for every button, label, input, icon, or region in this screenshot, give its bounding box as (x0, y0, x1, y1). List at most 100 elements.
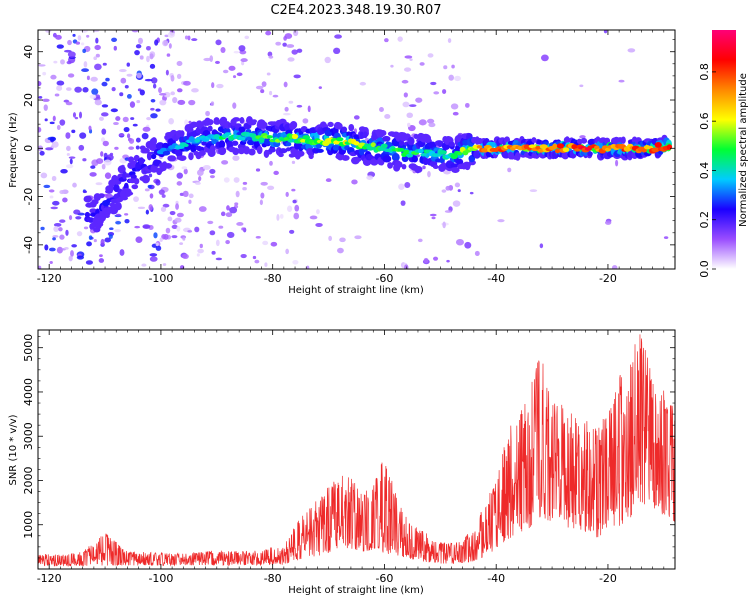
heatmap-noise-cell (85, 260, 93, 265)
heatmap-noise-cell (294, 204, 300, 212)
heatmap-noise-cell (139, 55, 144, 60)
heatmap-ridge-core (571, 144, 578, 150)
heatmap-noise-cell (334, 34, 342, 39)
heatmap-noise-cell (443, 65, 448, 70)
heatmap-noise-cell (307, 105, 311, 113)
heatmap-noise-cell (302, 118, 309, 124)
heatmap-noise-cell (119, 249, 125, 256)
heatmap-ridge-cell (237, 147, 245, 155)
heatmap-noise-cell (88, 125, 92, 131)
heatmap-noise-cell (337, 247, 344, 254)
heatmap-noise-cell (94, 44, 101, 51)
heatmap-noise-cell (48, 189, 55, 193)
heatmap-noise-cell (128, 138, 135, 144)
heatmap-noise-cell (83, 226, 89, 230)
heatmap-ridge-cell (218, 147, 226, 153)
heatmap-noise-cell (56, 246, 63, 254)
heatmap-noise-cell (162, 203, 170, 208)
heatmap-noise-cell (80, 30, 89, 33)
heatmap-noise-cell (325, 178, 332, 183)
heatmap-noise-cell (446, 259, 450, 263)
heatmap-ridge-cell (448, 141, 455, 147)
heatmap-noise-cell (159, 237, 163, 242)
heatmap-noise-cell (210, 101, 215, 106)
heatmap-noise-cell (292, 30, 299, 37)
heatmap-ridge-cell (190, 121, 198, 128)
heatmap-noise-cell (264, 262, 268, 267)
heatmap-noise-cell (134, 225, 141, 229)
heatmap-noise-cell (49, 121, 55, 125)
heatmap-noise-cell (145, 209, 149, 215)
heatmap-noise-cell (66, 145, 71, 152)
heatmap-noise-cell (45, 30, 52, 33)
heatmap-noise-cell (64, 49, 72, 53)
heatmap-noise-cell (65, 132, 71, 139)
snr-x-tick-label: -40 (487, 572, 505, 585)
heatmap-noise-cell (42, 98, 50, 102)
heatmap-noise-cell (447, 38, 452, 43)
heatmap-noise-cell (118, 133, 125, 137)
heatmap-ridge-core (481, 148, 489, 153)
heatmap-ridge-cell (332, 145, 340, 151)
heatmap-noise-cell (293, 74, 301, 79)
heatmap-ridge-core (573, 148, 581, 152)
heatmap-noise-cell (431, 216, 436, 220)
heatmap-ridge-core (556, 143, 565, 149)
heatmap-ridge-cell (564, 136, 570, 144)
heatmap-noise-cell (100, 238, 105, 246)
heatmap-noise-cell (82, 48, 87, 54)
heatmap-noise-cell (82, 87, 89, 93)
heatmap-noise-cell (220, 211, 226, 217)
heatmap-noise-cell (226, 205, 230, 211)
heatmap-ridge-cell (462, 161, 471, 169)
heatmap-ridge-cell (218, 140, 226, 149)
heatmap-noise-cell (209, 168, 216, 174)
heatmap-ridge-cell (432, 164, 439, 169)
heatmap-ridge-cell (238, 126, 246, 133)
heatmap-noise-cell (539, 243, 544, 249)
heatmap-noise-cell (259, 199, 263, 206)
colorbar-tick-label: 0.8 (698, 63, 711, 81)
heatmap-noise-cell (89, 172, 97, 177)
heatmap-noise-cell (68, 156, 76, 159)
heatmap-noise-cell (408, 104, 417, 107)
heatmap-noise-cell (268, 55, 274, 59)
heatmap-noise-cell (137, 37, 144, 45)
heatmap-ridge-core (552, 143, 558, 150)
heatmap-noise-cell (406, 112, 414, 119)
heatmap-ridge-cell (127, 156, 135, 163)
heatmap-noise-cell (255, 168, 261, 172)
heatmap-ridge-core (654, 141, 662, 148)
heatmap-ridge-cell (122, 171, 128, 180)
heatmap-noise-cell (126, 133, 131, 139)
heatmap-noise-cell (225, 212, 233, 218)
heatmap-noise-cell (286, 205, 293, 212)
heatmap-noise-cell (153, 232, 158, 239)
heatmap-noise-cell (430, 81, 437, 86)
heatmap-noise-cell (146, 117, 152, 121)
heatmap-noise-cell (444, 210, 453, 213)
heatmap-noise-cell (242, 186, 247, 191)
heatmap-noise-cell (76, 231, 83, 237)
heatmap-noise-cell (49, 136, 57, 142)
heatmap-noise-cell (182, 190, 189, 198)
heatmap-ridge-cell (141, 147, 150, 154)
heatmap-noise-cell (282, 42, 287, 47)
heatmap-ridge-cell (259, 121, 268, 129)
heatmap-noise-cell (265, 30, 272, 36)
heatmap-noise-cell (102, 140, 109, 147)
heatmap-noise-cell (286, 44, 295, 48)
heatmap-noise-cell (86, 34, 90, 38)
heatmap-noise-cell (51, 141, 59, 148)
heatmap-ridge-cell (289, 122, 297, 130)
heatmap-noise-cell (132, 123, 138, 127)
heatmap-noise-cell (71, 244, 77, 248)
heatmap-noise-cell (135, 236, 143, 244)
heatmap-ridge-core (397, 148, 405, 152)
heatmap-noise-cell (45, 147, 53, 151)
heatmap-ridge-cell (379, 130, 387, 137)
heatmap-ridge-cell (327, 121, 334, 128)
heatmap-ridge-core (238, 136, 246, 141)
heatmap-noise-cell (59, 119, 66, 126)
heatmap-noise-cell (82, 190, 88, 194)
